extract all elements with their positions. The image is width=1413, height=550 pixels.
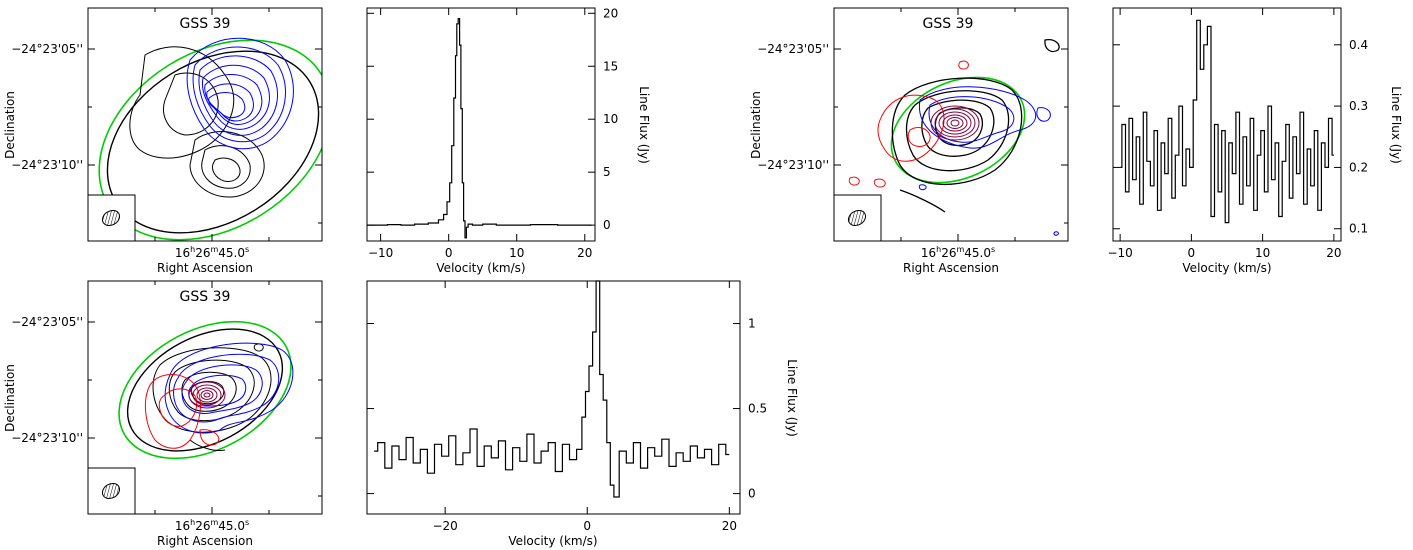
map-title: GSS 39 xyxy=(180,289,231,305)
map-contours-a xyxy=(98,37,322,241)
y-tick-label: 0.2 xyxy=(1349,160,1368,174)
map-frame xyxy=(87,280,323,515)
y-axis-label: Line Flux (Jy) xyxy=(1389,86,1403,164)
red-contours xyxy=(848,60,969,188)
map-title: GSS 39 xyxy=(923,16,974,32)
map-panel-top-left: GSS 39 −24°23'05'' −24°23'10'' 16h26m45.… xyxy=(3,7,323,275)
continuum-outer-contour xyxy=(126,328,284,452)
y-tick-label: −24°23'05'' xyxy=(11,315,83,329)
y-tick-label: −24°23'05'' xyxy=(757,42,829,56)
y-tick-label: 0 xyxy=(748,487,756,501)
beam-ellipse xyxy=(847,209,867,227)
map-contours-e xyxy=(118,320,294,460)
x-tick-label: −10 xyxy=(368,246,393,260)
y-tick-label: 0.1 xyxy=(1349,222,1368,236)
x-tick-label: 0 xyxy=(583,519,591,533)
red-blue-core-contours xyxy=(930,105,980,141)
y-tick-label: −24°23'05'' xyxy=(11,42,83,56)
y-tick-label: 0 xyxy=(603,218,611,232)
x-tick-label: −20 xyxy=(432,519,457,533)
y-tick-label: 0.4 xyxy=(1349,38,1368,52)
spectrum-frame xyxy=(366,7,596,242)
map-panel-top-right: GSS 39 −24°23'05'' −24°23'10'' 16h26m45.… xyxy=(749,7,1069,275)
x-tick-label: 16h26m45.0s xyxy=(175,245,249,260)
spectrum-frame xyxy=(366,280,741,515)
fit-ellipse xyxy=(118,320,292,460)
y-tick-label: 10 xyxy=(603,112,618,126)
y-tick-label: −24°23'10'' xyxy=(11,431,83,445)
map-frame xyxy=(833,7,1069,242)
continuum-contour xyxy=(189,131,265,198)
map-contours-c xyxy=(848,39,1060,236)
x-tick-label: 16h26m45.0s xyxy=(921,245,995,260)
y-tick-label: 0.5 xyxy=(748,402,767,416)
y-tick-label: 20 xyxy=(603,6,618,20)
y-tick-label: 0.3 xyxy=(1349,99,1368,113)
x-tick-label: 20 xyxy=(1326,246,1341,260)
y-axis-label: Declination xyxy=(749,91,763,159)
spectrum-panel-bottom: Velocity (km/s) Line Flux (Jy) −20 0 20 0 0.… xyxy=(366,280,799,548)
y-tick-label: 5 xyxy=(603,165,611,179)
x-tick-label: −10 xyxy=(1107,246,1132,260)
y-axis-label: Line Flux (Jy) xyxy=(637,86,651,164)
y-tick-label: −24°23'10'' xyxy=(757,158,829,172)
blue-contours xyxy=(918,86,1059,236)
map-ticks xyxy=(88,281,322,514)
spectrum-series-line xyxy=(374,280,730,498)
y-axis-label: Declination xyxy=(3,364,17,432)
red-blue-core-contours xyxy=(188,381,226,409)
x-tick-label: 20 xyxy=(722,519,737,533)
x-tick-label: 16h26m45.0s xyxy=(175,518,249,533)
x-axis-label: Right Ascension xyxy=(157,261,253,275)
spectrum-panel-top-left: Velocity (km/s) Line Flux (Jy) −10 0 10 20 0… xyxy=(366,6,651,275)
x-axis-label: Right Ascension xyxy=(903,261,999,275)
y-tick-label: 15 xyxy=(603,59,618,73)
x-tick-label: 0 xyxy=(1188,246,1196,260)
y-axis-label: Line Flux (Jy) xyxy=(785,359,799,437)
x-axis-label: Velocity (km/s) xyxy=(436,261,525,275)
map-ticks xyxy=(834,8,1068,241)
y-axis-label: Declination xyxy=(3,91,17,159)
fit-ellipse xyxy=(890,76,1026,184)
x-tick-label: 10 xyxy=(509,246,524,260)
map-title: GSS 39 xyxy=(180,16,231,32)
spectrum-series-line xyxy=(367,18,592,239)
x-axis-label: Velocity (km/s) xyxy=(508,534,597,548)
blue-contours xyxy=(186,37,294,150)
spectrum-series-line xyxy=(1120,19,1334,224)
y-tick-label: −24°23'10'' xyxy=(11,158,83,172)
map-frame xyxy=(87,7,323,242)
continuum-contour xyxy=(212,157,241,182)
beam-ellipse xyxy=(101,209,121,227)
x-axis-label: Velocity (km/s) xyxy=(1182,261,1271,275)
continuum-contour xyxy=(201,145,251,189)
x-tick-label: 20 xyxy=(577,246,592,260)
x-axis-label: Right Ascension xyxy=(157,534,253,548)
y-tick-label: 1 xyxy=(748,317,756,331)
beam-ellipse xyxy=(101,482,121,500)
spectrum-panel-top-right: Velocity (km/s) Line Flux (Jy) −10 0 10 20 0… xyxy=(1107,7,1403,275)
spectrum-frame xyxy=(1112,7,1342,242)
x-tick-label: 0 xyxy=(445,246,453,260)
continuum-contours xyxy=(891,39,1060,213)
map-panel-bottom-left: GSS 39 −24°23'05'' −24°23'10'' 16h26m45.… xyxy=(3,280,323,548)
continuum-contours xyxy=(152,343,272,451)
x-tick-label: 10 xyxy=(1255,246,1270,260)
blue-contours xyxy=(164,342,294,434)
